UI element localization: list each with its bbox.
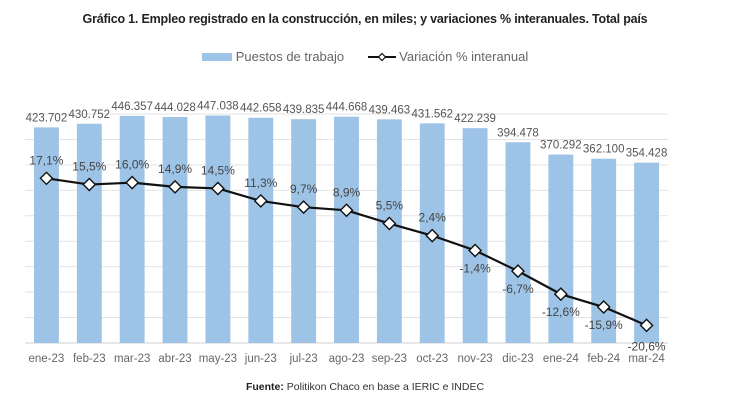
- bar-jun-23: [248, 117, 274, 343]
- bar-value-label: 370.292: [540, 140, 582, 152]
- legend-line-label: Variación % interanual: [399, 49, 529, 64]
- bar-mar-24: [634, 162, 659, 343]
- x-tick-label: may-23: [199, 353, 237, 365]
- x-tick-label: mar-24: [628, 353, 665, 365]
- variation-labels: 17,1% 15,5% 16,0% 14,9% 14,5% 11,3% 9,7% 8,9% 5,…: [29, 153, 665, 353]
- bar-dic-23: [505, 142, 531, 343]
- bar-ene-24: [548, 154, 574, 343]
- variation-label: 5,5%: [376, 199, 404, 213]
- diamond-marker: [468, 243, 483, 258]
- variation-label: -6,7%: [502, 282, 534, 296]
- diamond-marker: [210, 181, 225, 196]
- legend-item-bars: Puestos de trabajo: [201, 49, 345, 64]
- x-tick-label: nov-23: [458, 353, 493, 365]
- x-tick-label: ago-23: [329, 353, 365, 365]
- bar-mar-23: [119, 115, 145, 343]
- diamond-marker: [125, 175, 140, 190]
- bars: [34, 115, 659, 344]
- bar-value-label: 394.478: [497, 127, 539, 139]
- diamond-marker: [553, 287, 568, 302]
- bar-feb-24: [591, 158, 617, 343]
- variation-label: -12,6%: [542, 305, 580, 319]
- diamond-marker: [253, 193, 268, 208]
- bar-value-label: 444.668: [326, 102, 368, 114]
- x-axis-labels: ene-23 feb-23 mar-23 abr-23 may-23 jun-23 jul-…: [29, 353, 666, 365]
- variation-label: -1,4%: [459, 261, 491, 275]
- bar-nov-23: [462, 128, 488, 343]
- variation-markers: [39, 171, 654, 333]
- variation-label: 15,5%: [72, 160, 106, 174]
- x-tick-label: oct-23: [416, 353, 448, 365]
- variation-label: -15,9%: [585, 318, 623, 332]
- chart-title: Gráfico 1. Empleo registrado en la const…: [82, 12, 648, 26]
- bar-value-label: 447.038: [197, 101, 239, 113]
- bar-ene-23: [34, 127, 59, 344]
- diamond-marker: [82, 177, 97, 192]
- x-tick-label: sep-23: [372, 353, 407, 365]
- bar-feb-23: [76, 123, 102, 343]
- diamond-marker: [510, 264, 525, 279]
- bar-value-label: 439.835: [283, 104, 325, 116]
- bar-value-label: 431.562: [411, 108, 453, 120]
- diamond-marker: [39, 171, 54, 186]
- bar-value-label: 444.028: [154, 102, 196, 114]
- diamond-marker: [382, 216, 397, 231]
- bar-value-label: 422.239: [454, 113, 496, 125]
- bar-value-label: 423.702: [26, 112, 68, 124]
- diamond-marker: [168, 179, 183, 194]
- bar-abr-23: [162, 117, 188, 343]
- diamond-marker: [639, 318, 654, 333]
- variation-label: 11,3%: [244, 176, 277, 190]
- diamond-marker: [425, 228, 440, 243]
- bar-value-label: 439.463: [369, 104, 411, 116]
- bar-value-label: 354.428: [626, 148, 668, 160]
- variation-label: 8,9%: [333, 185, 361, 199]
- bar-ago-23: [334, 116, 359, 343]
- diamond-marker: [339, 203, 354, 218]
- x-tick-label: mar-23: [114, 353, 150, 365]
- x-tick-label: ene-24: [543, 353, 579, 365]
- x-tick-label: abr-23: [158, 353, 191, 365]
- bar-sep-23: [376, 119, 402, 344]
- x-tick-label: jul-23: [289, 353, 318, 365]
- bar-value-label: 362.100: [583, 144, 625, 156]
- bar-jul-23: [291, 119, 317, 344]
- line-diamond-marker-icon: [368, 52, 397, 61]
- x-tick-label: ene-23: [29, 353, 65, 365]
- x-tick-label: feb-23: [73, 353, 106, 365]
- x-tick-label: dic-23: [502, 353, 533, 365]
- variation-label: -20,6%: [628, 339, 666, 353]
- diamond-marker: [296, 200, 311, 215]
- variation-label: 14,5%: [201, 163, 235, 177]
- variation-label: 17,1%: [29, 153, 63, 167]
- diamond-marker: [596, 300, 611, 314]
- x-tick-label: feb-24: [587, 353, 620, 365]
- variation-label: 16,0%: [115, 158, 149, 172]
- x-tick-label: jun-23: [244, 353, 277, 365]
- variation-label: 14,9%: [158, 162, 192, 176]
- bar-may-23: [205, 115, 231, 344]
- bar-swatch-icon: [201, 52, 232, 61]
- bar-value-label: 442.658: [240, 103, 282, 115]
- variation-label: 9,7%: [290, 182, 318, 196]
- legend-item-line: Variación % interanual: [368, 49, 528, 64]
- variation-label: 2,4%: [419, 211, 447, 225]
- source-text: Politikon Chaco en base a IERIC e INDEC: [286, 381, 485, 393]
- source-prefix: Fuente:: [245, 381, 284, 393]
- bar-value-label: 446.357: [111, 101, 153, 113]
- bar-value-label: 430.752: [69, 109, 111, 121]
- legend-bar-label: Puestos de trabajo: [235, 49, 345, 64]
- legend: Puestos de trabajo Variación % interanua…: [0, 49, 730, 64]
- source-note: Fuente: Politikon Chaco en base a IERIC …: [0, 381, 730, 393]
